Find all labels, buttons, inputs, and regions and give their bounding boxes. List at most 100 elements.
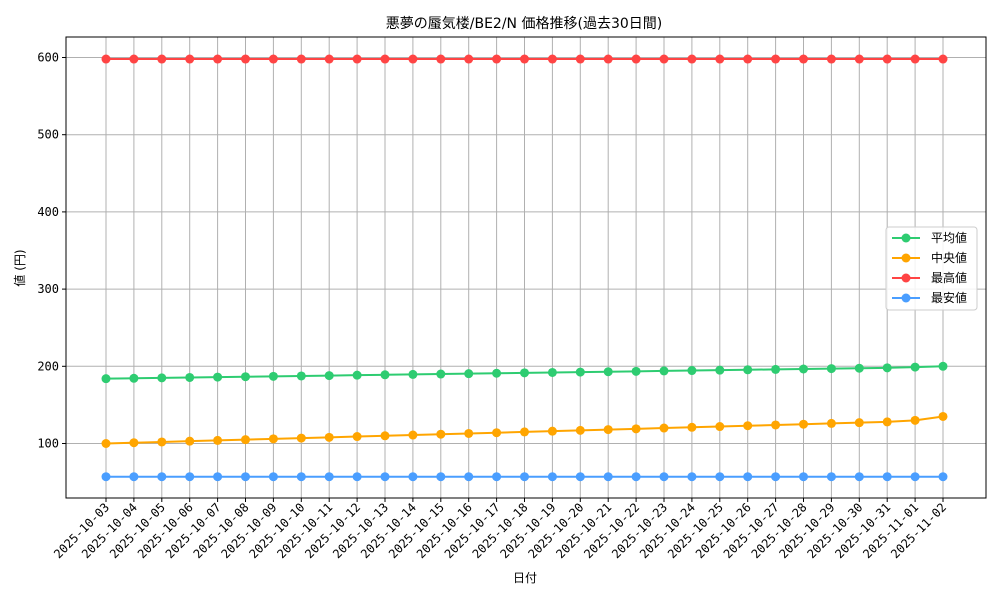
data-point	[743, 54, 753, 64]
data-point	[882, 472, 892, 482]
data-point	[854, 54, 864, 64]
data-point	[938, 411, 948, 421]
legend-swatch-marker	[901, 253, 911, 263]
data-point	[910, 415, 920, 425]
data-point	[185, 472, 195, 482]
data-point	[771, 420, 781, 430]
data-point	[715, 54, 725, 64]
data-point	[352, 432, 362, 442]
data-point	[631, 424, 641, 434]
data-point	[659, 54, 669, 64]
plot-area-frame	[65, 36, 987, 499]
legend-box	[885, 226, 978, 311]
data-point	[101, 439, 111, 448]
y-tick-label: 400	[37, 205, 59, 219]
data-point	[268, 472, 278, 482]
data-point	[324, 472, 334, 482]
data-point	[715, 422, 725, 432]
data-point	[715, 472, 725, 482]
data-point	[157, 472, 167, 482]
data-point	[352, 370, 362, 380]
data-point	[882, 417, 892, 427]
data-point	[185, 436, 195, 446]
data-point	[938, 472, 948, 482]
data-point	[380, 472, 390, 482]
data-point	[129, 373, 139, 383]
data-point	[464, 428, 474, 438]
data-point	[520, 427, 529, 437]
data-point	[408, 54, 418, 64]
data-point	[687, 366, 697, 376]
data-point	[771, 364, 781, 374]
data-point	[185, 372, 195, 382]
data-point	[380, 431, 390, 441]
data-series	[101, 54, 948, 482]
data-point	[603, 425, 613, 435]
data-point	[268, 54, 278, 64]
data-point	[547, 367, 557, 377]
data-point	[129, 438, 139, 448]
data-point	[547, 426, 557, 436]
data-point	[185, 54, 195, 64]
data-point	[241, 472, 250, 482]
data-point	[743, 472, 753, 482]
data-point	[520, 54, 529, 64]
data-point	[213, 372, 223, 382]
data-point	[408, 369, 418, 379]
data-point	[296, 54, 306, 64]
y-tick-label: 600	[37, 51, 59, 65]
data-point	[241, 435, 250, 445]
data-point	[882, 54, 892, 64]
data-point	[631, 366, 641, 376]
data-point	[910, 54, 920, 64]
data-point	[826, 54, 836, 64]
series-line	[101, 411, 948, 448]
y-axis-label: 値 (円)	[12, 249, 27, 286]
data-point	[575, 367, 585, 377]
data-point	[296, 472, 306, 482]
data-point	[268, 371, 278, 381]
data-point	[464, 369, 474, 379]
data-point	[854, 363, 864, 373]
data-point	[464, 54, 474, 64]
data-point	[408, 472, 418, 482]
legend-label: 最安値	[931, 290, 967, 305]
data-point	[799, 472, 808, 482]
data-point	[826, 364, 836, 374]
data-point	[687, 422, 697, 432]
data-point	[492, 428, 502, 438]
data-point	[575, 425, 585, 435]
data-point	[910, 362, 920, 372]
data-point	[129, 54, 139, 64]
data-point	[547, 472, 557, 482]
data-point	[324, 371, 334, 381]
data-point	[520, 368, 529, 378]
data-point	[659, 472, 669, 482]
data-point	[213, 435, 223, 445]
data-point	[101, 374, 111, 384]
data-point	[603, 472, 613, 482]
data-point	[910, 472, 920, 482]
data-point	[213, 472, 223, 482]
data-point	[575, 54, 585, 64]
data-point	[826, 472, 836, 482]
data-point	[659, 366, 669, 376]
legend-label: 平均値	[931, 230, 967, 245]
y-tick-label: 100	[37, 437, 59, 451]
data-point	[547, 54, 557, 64]
data-point	[938, 361, 948, 371]
data-point	[436, 369, 446, 379]
data-point	[268, 434, 278, 444]
data-point	[408, 430, 418, 440]
y-tick-label: 200	[37, 359, 59, 373]
data-point	[324, 432, 334, 442]
legend-label: 最高値	[931, 270, 967, 285]
data-point	[296, 433, 306, 443]
data-point	[715, 365, 725, 375]
data-point	[241, 372, 250, 382]
x-axis-label: 日付	[513, 571, 537, 585]
data-point	[436, 54, 446, 64]
data-point	[492, 54, 502, 64]
